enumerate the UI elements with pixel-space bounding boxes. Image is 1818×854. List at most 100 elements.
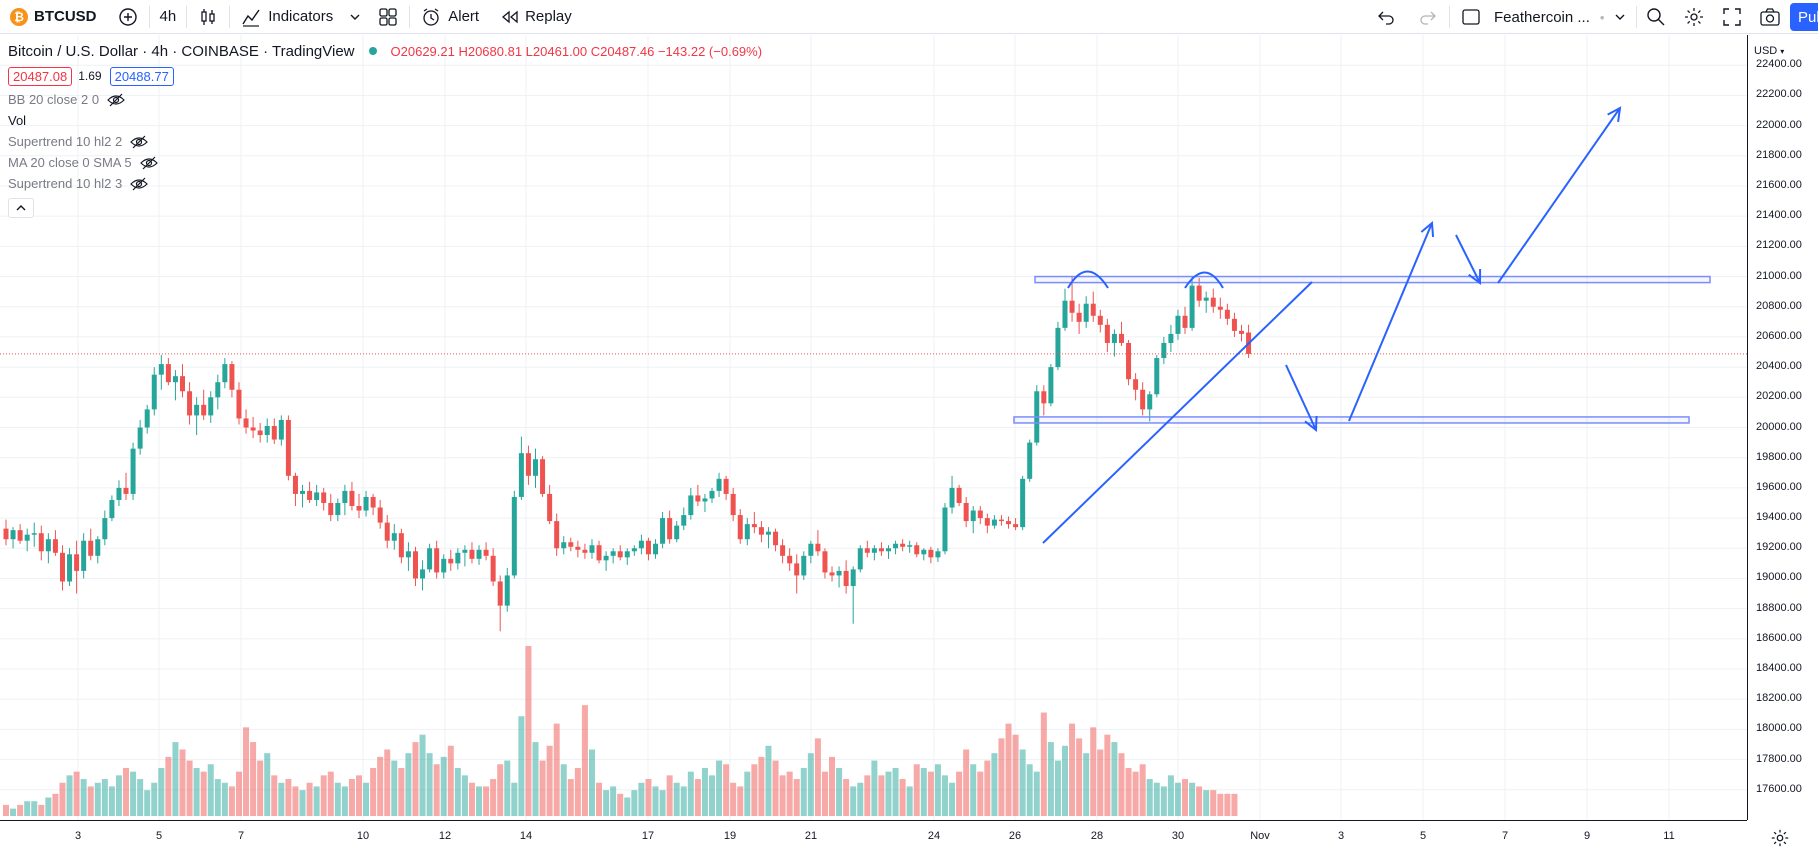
indicator-row[interactable]: Supertrend 10 hl2 2 <box>8 131 762 152</box>
candle-body <box>349 490 355 506</box>
buy-price-box[interactable]: 20488.77 <box>109 66 174 86</box>
volume-bar <box>864 775 871 816</box>
indicator-row[interactable]: Supertrend 10 hl2 3 <box>8 173 762 194</box>
settings-button[interactable] <box>1675 0 1713 34</box>
redo-button[interactable] <box>1407 0 1449 34</box>
candle-body <box>384 522 390 541</box>
volume-bar <box>447 745 454 816</box>
volume-bar <box>603 790 610 816</box>
chevron-down-icon: ▾ <box>1780 47 1785 56</box>
indicators-button[interactable]: Indicators <box>230 0 343 34</box>
fullscreen-button[interactable] <box>1713 0 1751 34</box>
publish-button[interactable]: Pul <box>1790 3 1818 31</box>
candle-body <box>1224 309 1230 319</box>
candle-body <box>744 524 750 540</box>
volume-bar <box>24 801 31 816</box>
candle-body <box>285 419 291 476</box>
volume-bar <box>899 779 906 816</box>
eye-crossed-icon[interactable] <box>130 135 149 149</box>
candle-body <box>420 569 426 579</box>
candle-body <box>921 549 927 555</box>
search-button[interactable] <box>1637 0 1675 34</box>
volume-bar <box>694 779 701 816</box>
volume-bar <box>59 782 66 816</box>
compare-button[interactable] <box>107 0 149 34</box>
volume-bar <box>970 764 977 816</box>
price-tick-label: 22200.00 <box>1756 88 1802 101</box>
indicator-row[interactable]: MA 20 close 0 SMA 5 <box>8 152 762 173</box>
time-scale[interactable]: 3 5 7 10 12 14 17 19 21 24 26 28 30 Nov 3 5 7 9 11 <box>0 820 1747 854</box>
resistance-zone <box>1034 275 1711 284</box>
indicator-row[interactable]: BB 20 close 2 0 <box>8 89 762 110</box>
volume-bar <box>1047 742 1054 816</box>
sell-price-box[interactable]: 20487.08 <box>8 66 73 86</box>
indicator-row[interactable]: Vol <box>8 110 762 131</box>
replay-button[interactable]: Replay <box>489 0 582 34</box>
alert-button[interactable]: Alert <box>410 0 489 34</box>
currency-selector[interactable]: USD ▾ <box>1754 45 1784 57</box>
candle-body <box>907 545 913 547</box>
volume-bar <box>709 775 715 816</box>
time-tick-label: 7 <box>237 830 245 842</box>
candle-body <box>963 502 969 522</box>
volume-bar <box>1069 723 1076 816</box>
gear-icon[interactable] <box>1770 828 1790 848</box>
symbol-search-button[interactable]: ₿ BTCUSD <box>0 0 107 34</box>
volume-bar <box>511 782 518 816</box>
top-arc <box>1184 271 1224 289</box>
volume-bar <box>560 764 567 816</box>
indicator-label: Supertrend 10 hl2 3 <box>8 176 123 191</box>
candle-body <box>412 551 418 579</box>
indicator-templates-button[interactable] <box>343 0 367 34</box>
volume-bar <box>546 745 553 816</box>
series-title[interactable]: Bitcoin / U.S. Dollar · 4h · COINBASE · … <box>8 42 355 60</box>
candle-body <box>314 492 320 500</box>
volume-bar <box>977 771 984 816</box>
eye-crossed-icon[interactable] <box>107 93 125 107</box>
collapse-legend-button[interactable] <box>8 198 34 218</box>
volume-bar <box>17 804 24 816</box>
candle-body <box>758 527 764 535</box>
chart-type-button[interactable] <box>187 0 229 34</box>
volume-bar <box>737 786 744 816</box>
price-chart[interactable] <box>0 35 1747 820</box>
volume-bar <box>673 782 680 816</box>
candle-body <box>1097 315 1103 325</box>
candle-body <box>631 548 637 552</box>
eye-crossed-icon[interactable] <box>139 156 158 170</box>
volume-bar <box>539 760 546 816</box>
volume-bar <box>941 775 948 816</box>
indicators-icon <box>242 9 260 27</box>
price-scale[interactable]: 22400.00 22200.00 22000.00 21800.00 21600.00… <box>1747 35 1818 820</box>
volume-bar <box>172 742 179 816</box>
candle-body <box>1239 330 1244 334</box>
candle-body <box>1154 358 1160 395</box>
candle-body <box>991 519 997 526</box>
volume-bar <box>476 786 483 816</box>
candle-body <box>561 542 567 549</box>
candle-body <box>1006 521 1012 525</box>
volume-bar <box>130 771 137 816</box>
rewind-icon <box>502 10 518 23</box>
layout-menu-button[interactable]: Feathercoin ... • <box>1450 0 1636 34</box>
fullscreen-icon <box>1723 8 1742 26</box>
chart-pane[interactable] <box>0 35 1818 854</box>
layouts-button[interactable] <box>367 0 409 34</box>
snapshot-button[interactable] <box>1751 0 1789 34</box>
candle-body <box>109 499 115 519</box>
candle-body <box>52 539 58 553</box>
volume-bar <box>532 742 539 816</box>
interval-button[interactable]: 4h <box>159 8 177 25</box>
plus-circle-icon <box>118 7 137 26</box>
volume-bar <box>617 793 624 816</box>
volume-bar <box>1174 782 1181 816</box>
spread-value: 1.69 <box>78 69 102 83</box>
eye-crossed-icon[interactable] <box>130 177 149 191</box>
undo-button[interactable] <box>1365 0 1407 34</box>
volume-bar <box>66 775 73 816</box>
candle-body <box>836 570 842 576</box>
indicator-label: Supertrend 10 hl2 2 <box>8 134 123 149</box>
candle-body <box>1041 391 1047 404</box>
candle-body <box>1118 333 1124 343</box>
candle-body <box>88 540 94 556</box>
